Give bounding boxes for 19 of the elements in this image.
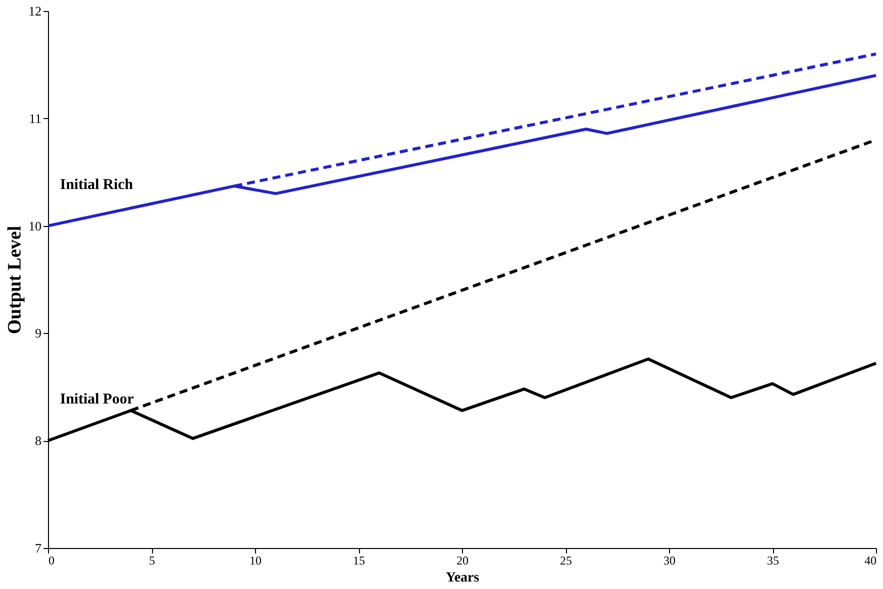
x-tick-label: 15	[353, 554, 365, 568]
x-tick-label: 30	[664, 554, 676, 568]
y-tick-label: 11	[28, 110, 42, 126]
x-tick-label: 5	[149, 554, 155, 568]
x-axis-title: Years	[446, 570, 480, 586]
y-tick-label: 7	[35, 540, 42, 556]
x-tick-label: 20	[456, 554, 468, 568]
series-label: Initial Rich	[60, 176, 134, 193]
y-tick-label: 9	[35, 326, 42, 341]
x-tick-label: 0	[48, 554, 54, 568]
y-tick-label: 10	[28, 218, 42, 234]
y-axis-title: Output Level	[4, 226, 26, 334]
x-tick-label: 25	[560, 554, 572, 568]
y-tick-label: 8	[35, 433, 42, 448]
x-tick-label: 35	[767, 554, 779, 568]
x-tick-label: 40	[864, 554, 876, 568]
series-label: Initial Poor	[60, 392, 134, 408]
x-tick-label: 10	[250, 554, 262, 568]
y-tick-label: 12	[28, 4, 42, 18]
